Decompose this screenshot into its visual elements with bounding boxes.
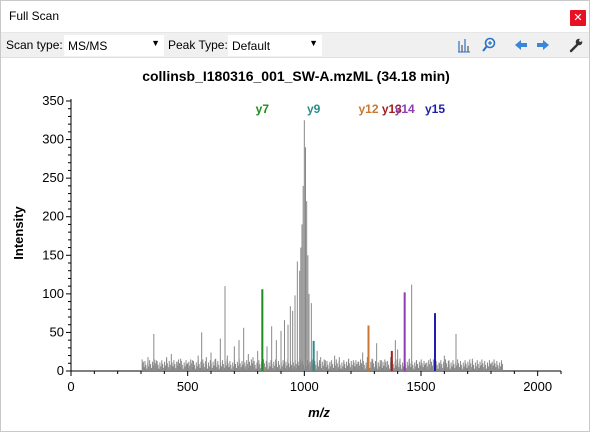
title-bar: Full Scan ✕ xyxy=(1,1,589,31)
zoom-in-icon[interactable] xyxy=(481,37,497,53)
y-tick-label: 50 xyxy=(50,324,64,339)
chevron-down-icon: ▼ xyxy=(151,38,160,48)
scan-type-value: MS/MS xyxy=(68,39,108,53)
toolbar: Scan type: MS/MS ▼ Peak Type: Default ▼ xyxy=(1,32,589,58)
x-tick-label: 2000 xyxy=(523,379,552,394)
ion-label-y14: y14 xyxy=(395,102,415,116)
ion-label-y15: y15 xyxy=(425,102,445,116)
scan-type-select[interactable]: MS/MS ▼ xyxy=(64,35,164,56)
y-tick-label: 200 xyxy=(42,209,64,224)
y-tick-label: 300 xyxy=(42,132,64,147)
peak-type-value: Default xyxy=(232,39,271,53)
spectrum-chart[interactable]: collinsb_I180316_001_SW-A.mzML (34.18 mi… xyxy=(1,58,589,431)
ion-label-y12: y12 xyxy=(358,102,378,116)
ion-label-y7: y7 xyxy=(256,102,270,116)
y-tick-label: 100 xyxy=(42,286,64,301)
ion-label-y13: y13 xyxy=(382,102,402,116)
chart-title: collinsb_I180316_001_SW-A.mzML (34.18 mi… xyxy=(142,68,450,84)
x-tick-label: 1000 xyxy=(290,379,319,394)
x-tick-label: 500 xyxy=(177,379,199,394)
ion-label-y9: y9 xyxy=(307,102,321,116)
spectrum-bars-icon[interactable] xyxy=(456,37,472,53)
y-axis-label: Intensity xyxy=(11,206,26,260)
close-button[interactable]: ✕ xyxy=(570,10,586,26)
close-icon: ✕ xyxy=(573,12,583,24)
y-tick-label: 350 xyxy=(42,93,64,108)
x-tick-label: 1500 xyxy=(407,379,436,394)
spectrum-chart-area: collinsb_I180316_001_SW-A.mzML (34.18 mi… xyxy=(1,58,589,431)
x-axis-label: m/z xyxy=(308,405,330,420)
peak-type-select[interactable]: Default ▼ xyxy=(228,35,322,56)
scan-type-label: Scan type: xyxy=(6,38,63,52)
back-arrow-icon[interactable] xyxy=(513,37,529,53)
wrench-icon[interactable] xyxy=(568,37,584,53)
chevron-down-icon: ▼ xyxy=(309,38,318,48)
x-tick-label: 0 xyxy=(67,379,74,394)
forward-arrow-icon[interactable] xyxy=(535,37,551,53)
window-title: Full Scan xyxy=(9,9,60,23)
y-tick-label: 0 xyxy=(57,363,64,378)
y-tick-label: 250 xyxy=(42,170,64,185)
peak-type-label: Peak Type: xyxy=(168,38,228,52)
y-tick-label: 150 xyxy=(42,247,64,262)
